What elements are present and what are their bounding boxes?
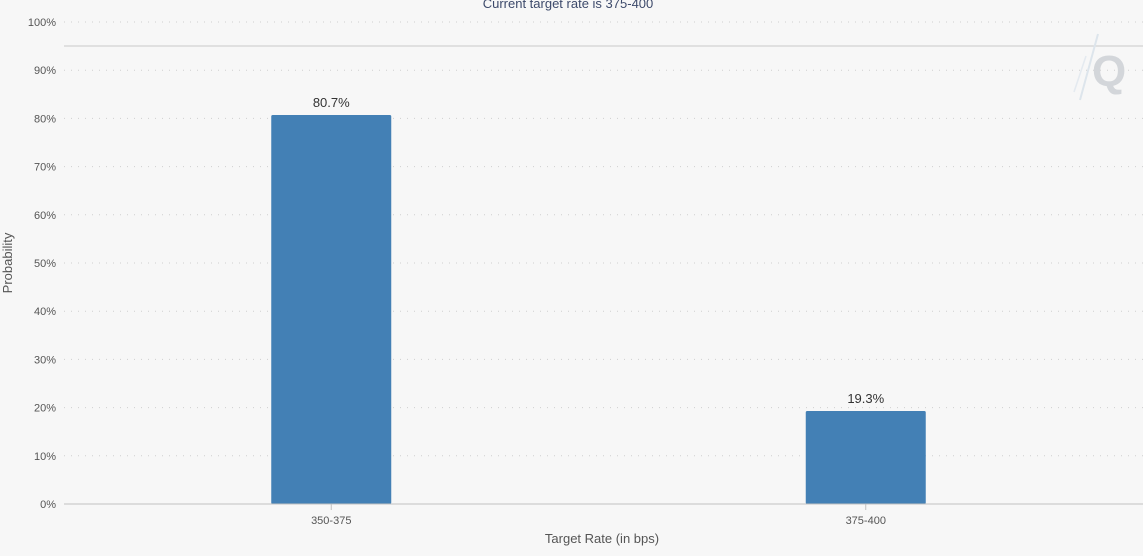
y-axis-ticks: 0% 10% 20% 30% 40% 50% 60% 70% 80% 90% 100% [28, 17, 56, 511]
data-label: 80.7% [313, 95, 350, 110]
gridlines [64, 21, 1143, 457]
y-tick-label: 100% [28, 17, 56, 29]
y-axis-title: Probability [0, 232, 15, 293]
y-tick-label: 80% [34, 113, 56, 125]
watermark-logo: Q [1073, 33, 1126, 101]
data-labels: 80.7% 19.3% [313, 95, 885, 406]
bar-375-400[interactable] [805, 410, 926, 504]
y-tick-label: 20% [34, 403, 56, 415]
x-tick-label: 375-400 [846, 515, 886, 527]
y-tick-label: 40% [34, 306, 56, 318]
data-label: 19.3% [847, 391, 884, 406]
y-tick-label: 30% [34, 354, 56, 366]
y-tick-label: 10% [34, 451, 56, 463]
bars [271, 115, 926, 504]
bar-350-375[interactable] [271, 115, 392, 504]
y-tick-label: 90% [34, 65, 56, 77]
y-tick-label: 0% [40, 499, 56, 511]
x-axis-title: Target Rate (in bps) [545, 531, 659, 546]
y-tick-label: 50% [34, 258, 56, 270]
chart-subtitle: Current target rate is 375-400 [483, 0, 654, 11]
y-tick-label: 60% [34, 210, 56, 222]
x-axis-ticks: 350-375 375-400 [311, 504, 886, 527]
watermark-logo-mark: Q [1092, 47, 1126, 96]
x-tick-label: 350-375 [311, 515, 351, 527]
y-tick-label: 70% [34, 162, 56, 174]
